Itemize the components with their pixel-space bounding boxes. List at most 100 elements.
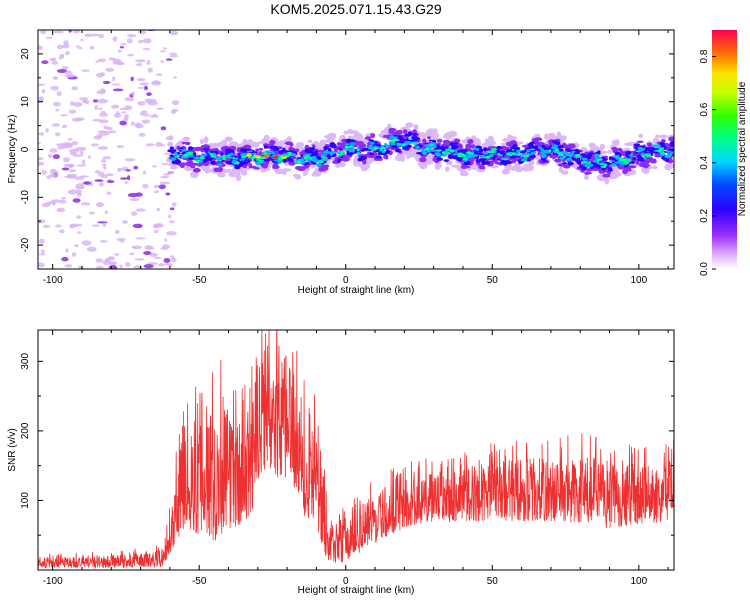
spectrogram-signal-blob (501, 168, 510, 175)
spectrogram-signal-blob (547, 132, 556, 140)
spectrogram-signal-blob (622, 158, 629, 162)
snr-ytick-label: 200 (20, 422, 31, 439)
spectrogram-noise-blob (95, 60, 100, 63)
spectrogram-noise-blob (38, 161, 45, 166)
spectrogram-noise-blob (169, 54, 179, 58)
spectrogram-signal-blob (419, 148, 425, 150)
spectrogram-xtick-label: 100 (630, 275, 647, 286)
spectrogram-signal-blob (451, 145, 458, 150)
spectrogram-signal-blob (451, 164, 460, 168)
spectrogram-signal-blob (582, 161, 587, 163)
spectrogram-noise-blob (130, 76, 134, 82)
spectrogram-signal-blob (608, 156, 613, 161)
spectrogram-signal-blob (368, 146, 374, 150)
spectrogram-noise-blob (142, 48, 151, 51)
spectrogram-ytick-label: -10 (20, 190, 31, 205)
spectrogram-noise-blob (151, 165, 158, 168)
spectrogram-signal-blob (647, 142, 653, 147)
spectrogram-signal-blob (442, 139, 451, 144)
spectrogram-signal-blob (472, 147, 477, 150)
spectrogram-signal-blob (658, 134, 668, 139)
spectrogram-signal-blob (190, 171, 199, 179)
spectrogram-signal-blob (203, 147, 210, 151)
spectrogram-signal-blob (643, 164, 651, 167)
spectrogram-noise-blob (138, 132, 146, 137)
spectrogram-signal-blob (203, 158, 207, 163)
spectrogram-noise-blob (99, 240, 108, 243)
spectrogram-noise-blob (163, 258, 171, 263)
spectrogram-signal-blob (485, 138, 495, 143)
spectrogram-noise-blob (61, 66, 69, 70)
spectrogram-signal-blob (235, 174, 242, 182)
spectrogram-signal-blob (313, 140, 320, 146)
spectrogram-noise-blob (127, 192, 138, 198)
spectrogram-signal-blob (601, 167, 606, 171)
spectrogram-xtick-label: -50 (192, 275, 207, 286)
spectrogram-noise-blob (91, 224, 100, 227)
spectrogram-noise-blob (67, 189, 78, 195)
spectrogram-noise-blob (107, 130, 117, 134)
spectrogram-noise-blob (167, 170, 174, 174)
spectrogram-signal-blob (596, 160, 600, 163)
spectrogram-noise-blob (144, 85, 148, 91)
snr-axes: -100 -50 0 50 100 100 200 300 (20, 330, 674, 587)
spectrogram-noise-blob (137, 39, 144, 44)
spectrogram-signal-blob (616, 161, 622, 164)
spectrogram-noise-blob (65, 248, 69, 253)
spectrogram-noise-blob (100, 111, 106, 114)
spectrogram-signal-blob (187, 146, 193, 151)
chart-title: KOM5.2025.071.15.43.G29 (270, 1, 441, 17)
spectrogram-signal-blob (467, 151, 472, 153)
spectrogram-signal-blob (548, 149, 552, 153)
spectrogram-noise-blob (163, 263, 172, 266)
spectrogram-signal-blob (486, 150, 492, 154)
spectrogram-signal-blob (467, 139, 474, 144)
spectrogram-signal-blob (304, 148, 311, 153)
spectrogram-noise-blob (160, 60, 164, 63)
spectrogram-signal-blob (503, 146, 510, 150)
spectrogram-signal-blob (582, 153, 588, 158)
spectrogram-signal-blob (593, 153, 600, 157)
spectrogram-signal-blob (344, 143, 351, 146)
spectrogram-signal-blob (392, 138, 396, 140)
spectrogram-ytick-label: -20 (20, 237, 31, 252)
snr-xtick-label: -50 (192, 576, 207, 587)
spectrogram-noise-blob (132, 223, 143, 229)
snr-ylabel: SNR (v/v) (7, 428, 18, 471)
spectrogram-signal-blob (282, 168, 292, 172)
spectrogram-signal-blob (400, 154, 406, 162)
spectrogram-signal-blob (447, 154, 454, 159)
spectrogram-signal-blob (595, 147, 603, 153)
spectrogram-noise-blob (145, 143, 155, 147)
spectrogram-signal-blob (227, 153, 234, 156)
spectrogram-signal-blob (576, 160, 582, 165)
spectrogram-xlabel: Height of straight line (km) (298, 285, 415, 296)
spectrogram-noise-blob (141, 113, 150, 117)
spectrogram-signal-blob (597, 165, 601, 169)
spectrogram-signal-blob (269, 139, 276, 146)
spectrogram-signal-blob (445, 166, 450, 173)
spectrogram-noise-blob (120, 240, 124, 243)
spectrogram-signal-blob (400, 138, 407, 142)
spectrogram-signal-blob (503, 162, 508, 166)
spectrogram-signal-blob (176, 155, 180, 158)
spectrogram-noise-blob (38, 262, 45, 268)
spectrogram-signal-blob (419, 157, 427, 163)
spectrogram-signal-blob (660, 139, 666, 143)
spectrogram-noise-blob (80, 38, 84, 42)
spectrogram-noise-blob (160, 126, 167, 131)
spectrogram-signal-blob (479, 158, 487, 161)
spectrogram-signal-blob (541, 153, 547, 158)
spectrogram-noise-blob (159, 181, 170, 185)
spectrogram-signal-blob (587, 154, 592, 158)
spectrogram-signal-blob (188, 156, 194, 161)
spectrogram-noise-blob (79, 97, 89, 101)
spectrogram-noise-blob (112, 36, 118, 42)
spectrogram-noise-blob (137, 101, 146, 106)
spectrogram-signal-blob (630, 160, 635, 164)
spectrogram-signal-blob (169, 146, 174, 150)
spectrogram-signal-blob (272, 165, 280, 169)
spectrogram-signal-blob (378, 133, 384, 138)
spectrogram-signal-blob (643, 155, 647, 158)
spectrogram-signal-blob (384, 143, 388, 146)
